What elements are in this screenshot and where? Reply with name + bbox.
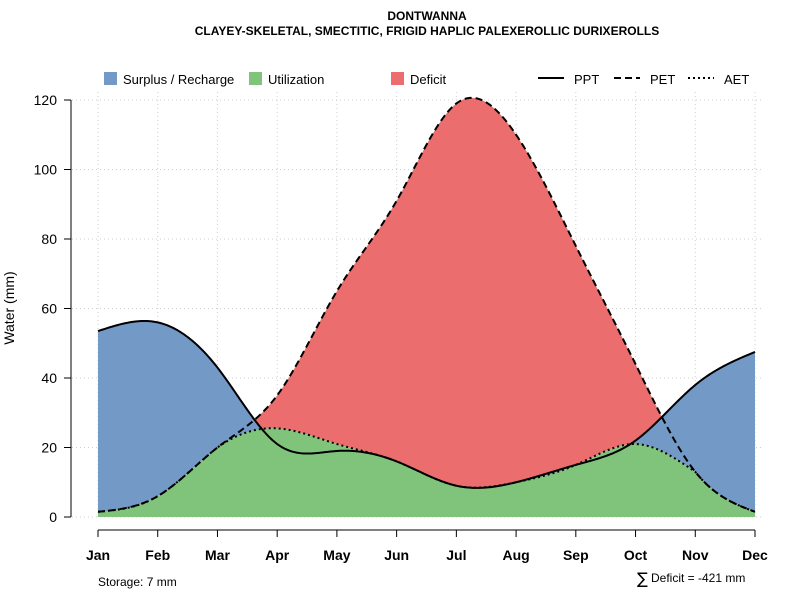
legend-label: PPT bbox=[574, 72, 599, 87]
x-tick-label: May bbox=[323, 547, 350, 563]
x-tick-label: Mar bbox=[205, 547, 230, 563]
legend-label: PET bbox=[650, 72, 675, 87]
legend-swatch bbox=[391, 72, 404, 85]
sum-symbol: ∑ bbox=[637, 569, 648, 588]
x-tick-label: Oct bbox=[624, 547, 648, 563]
series-lines bbox=[97, 96, 756, 513]
storage-note: Storage: 7 mm bbox=[98, 575, 177, 589]
chart-subtitle: CLAYEY-SKELETAL, SMECTITIC, FRIGID HAPLI… bbox=[195, 24, 659, 38]
legend-label: AET bbox=[724, 72, 749, 87]
deficit-note: Deficit = -421 mm bbox=[651, 571, 745, 585]
legend-label: Deficit bbox=[410, 72, 447, 87]
x-tick-label: Jul bbox=[446, 547, 466, 563]
legend-swatch bbox=[249, 72, 262, 85]
y-tick-label: 20 bbox=[41, 440, 57, 456]
x-tick-label: Apr bbox=[265, 547, 290, 563]
y-axis: 0 20 40 60 80 100 120 bbox=[34, 92, 72, 525]
y-tick-label: 100 bbox=[34, 162, 58, 178]
y-tick-label: 80 bbox=[41, 231, 57, 247]
y-tick-label: 40 bbox=[41, 370, 57, 386]
x-tick-label: Feb bbox=[145, 547, 170, 563]
surplus-recharge-area bbox=[98, 320, 755, 512]
x-tick-label: Nov bbox=[682, 547, 709, 563]
y-tick-label: 60 bbox=[41, 301, 57, 317]
chart-title: DONTWANNA bbox=[387, 9, 467, 23]
legend-label: Surplus / Recharge bbox=[123, 72, 234, 87]
y-axis-label: Water (mm) bbox=[1, 271, 17, 344]
legend: Surplus / Recharge Utilization Deficit PPT P… bbox=[104, 72, 749, 87]
legend-label: Utilization bbox=[268, 72, 324, 87]
x-tick-label: Dec bbox=[742, 547, 768, 563]
series-line-aet bbox=[97, 427, 756, 513]
x-tick-label: Jun bbox=[384, 547, 409, 563]
deficit-area bbox=[98, 97, 755, 512]
x-tick-label: Aug bbox=[502, 547, 529, 563]
y-tick-label: 0 bbox=[49, 509, 57, 525]
x-axis: Jan Feb Mar Apr May Jun Jul Aug Sep Oct Nov Dec bbox=[86, 529, 768, 563]
utilization-area bbox=[98, 428, 755, 517]
areas bbox=[98, 97, 755, 517]
legend-swatch bbox=[104, 72, 117, 85]
x-tick-label: Jan bbox=[86, 547, 110, 563]
y-tick-label: 120 bbox=[34, 92, 58, 108]
x-tick-label: Sep bbox=[563, 547, 589, 563]
